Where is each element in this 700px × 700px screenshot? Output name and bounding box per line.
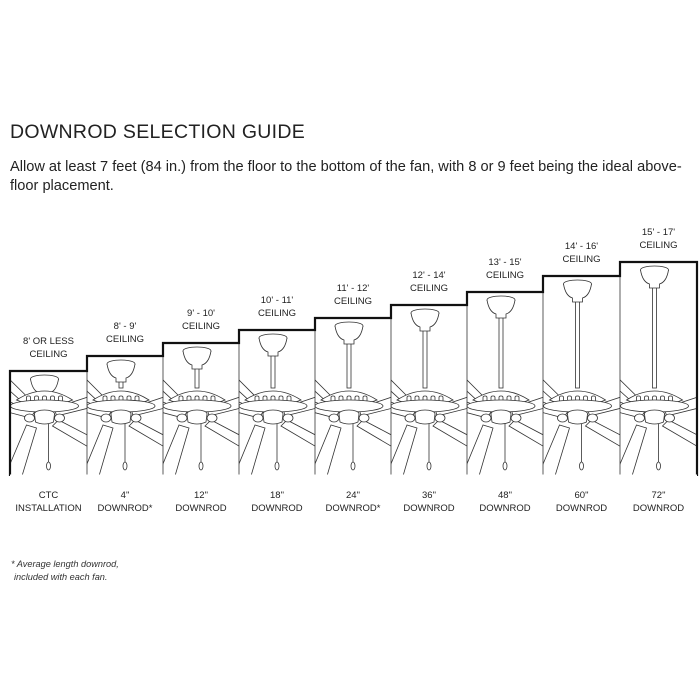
ceiling-height-label: 8' - 9' CEILING: [85, 320, 165, 346]
downrod-note: INSTALLATION: [15, 503, 82, 514]
downrod-note: DOWNROD*: [325, 503, 381, 514]
ceiling-height-text: 9' - 10' CEILING: [181, 308, 220, 332]
ceiling-height-label: 10' - 11' CEILING: [237, 294, 317, 320]
downrod-note: DOWNROD: [175, 503, 227, 514]
ceiling-height-text: 11' - 12' CEILING: [333, 283, 372, 307]
ceiling-height-label: 9' - 10' CEILING: [161, 307, 241, 333]
fan-illustration: [620, 265, 697, 476]
downrod-label: CTC INSTALLATION: [9, 489, 89, 515]
page-title: DOWNROD SELECTION GUIDE: [10, 121, 306, 143]
fan-illustration: [315, 321, 391, 476]
fan-illustration: [239, 333, 315, 476]
downrod-length: CTC: [38, 490, 59, 501]
downrod-label: 12" DOWNROD: [161, 489, 241, 515]
ceiling-height-label: 14' - 16' CEILING: [542, 240, 622, 266]
ceiling-height-label: 15' - 17' CEILING: [619, 226, 699, 252]
ceiling-height-text: 8' - 9' CEILING: [105, 321, 144, 345]
ceiling-height-text: 14' - 16' CEILING: [562, 241, 601, 265]
downrod-note: DOWNROD: [555, 503, 608, 514]
downrod-label: 24" DOWNROD*: [313, 489, 393, 515]
fan-illustration: [87, 359, 163, 476]
downrod-note: DOWNROD: [632, 503, 685, 514]
downrod-length: 24": [346, 490, 360, 501]
footnote: * Average length downrod, included with …: [11, 558, 119, 584]
intro-text: Allow at least 7 feet (84 in.) from the …: [10, 159, 682, 194]
downrod-note: DOWNROD: [251, 503, 303, 514]
downrod-length: 60": [574, 490, 589, 501]
ceiling-height-label: 13' - 15' CEILING: [465, 256, 545, 282]
downrod-length: 36": [422, 490, 436, 501]
footnote-line-2: included with each fan.: [14, 572, 108, 582]
downrod-note: DOWNROD: [479, 503, 531, 514]
downrod-label: 18" DOWNROD: [237, 489, 317, 515]
footnote-line-1: * Average length downrod,: [11, 559, 119, 569]
downrod-note: DOWNROD: [403, 503, 455, 514]
ceiling-height-text: 10' - 11' CEILING: [257, 295, 296, 319]
ceiling-height-text: 12' - 14' CEILING: [409, 270, 448, 294]
ceiling-height-label: 8' OR LESS CEILING: [9, 335, 89, 361]
downrod-label: 60" DOWNROD: [542, 489, 622, 515]
ceiling-outline: [8, 260, 699, 476]
fan-illustration: [467, 295, 543, 476]
downrod-length: 72": [651, 490, 666, 501]
downrod-label: 4" DOWNROD*: [85, 489, 165, 515]
downrod-label: 36" DOWNROD: [389, 489, 469, 515]
ceiling-height-label: 11' - 12' CEILING: [313, 282, 393, 308]
fan-illustration: [391, 308, 467, 476]
ceiling-height-label: 12' - 14' CEILING: [389, 269, 469, 295]
fan-illustration: [543, 279, 620, 476]
ceiling-height-text: 8' OR LESS CEILING: [23, 336, 74, 360]
downrod-length: 12": [194, 490, 208, 501]
ceiling-height-text: 15' - 17' CEILING: [639, 227, 678, 251]
downrod-note: DOWNROD*: [97, 503, 153, 514]
fan-illustration: [163, 346, 239, 476]
downrod-length: 18": [270, 490, 284, 501]
downrod-length: 48": [498, 490, 512, 501]
downrod-label: 72" DOWNROD: [619, 489, 699, 515]
downrod-length: 4": [120, 490, 130, 501]
fan-illustration: [10, 374, 87, 476]
ceiling-height-text: 13' - 15' CEILING: [485, 257, 524, 281]
downrod-label: 48" DOWNROD: [465, 489, 545, 515]
